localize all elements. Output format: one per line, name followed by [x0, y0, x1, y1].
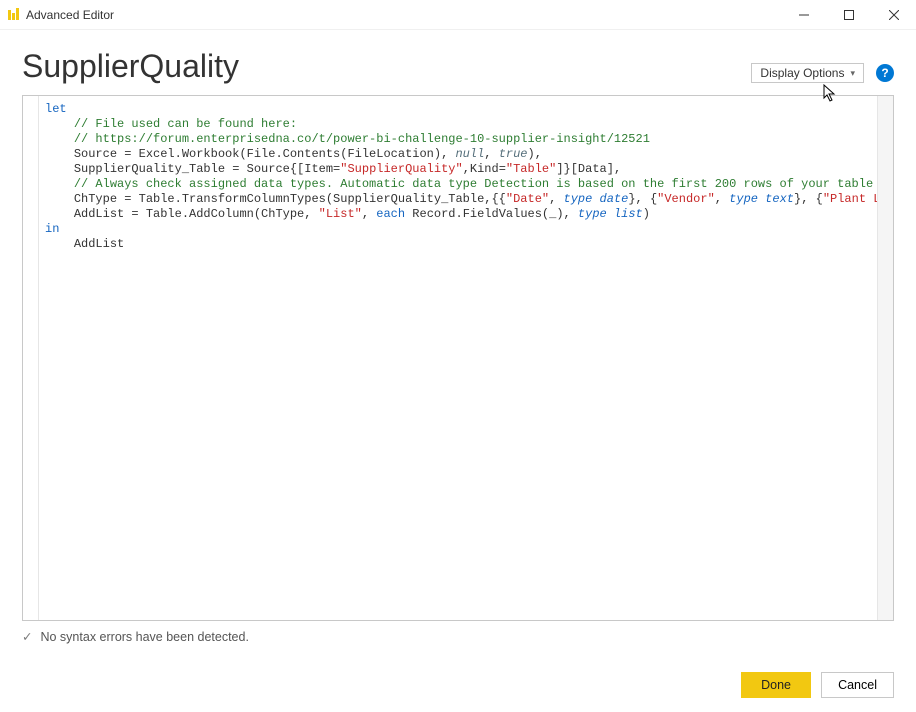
- app-icon: [6, 8, 20, 22]
- window-title: Advanced Editor: [26, 8, 114, 22]
- code-content[interactable]: let // File used can be found here: // h…: [39, 96, 877, 620]
- done-button[interactable]: Done: [741, 672, 811, 698]
- code-editor[interactable]: let // File used can be found here: // h…: [22, 95, 894, 621]
- maximize-button[interactable]: [826, 0, 871, 29]
- line-gutter: [23, 96, 39, 620]
- close-button[interactable]: [871, 0, 916, 29]
- vertical-scrollbar[interactable]: [877, 96, 893, 620]
- display-options-label: Display Options: [760, 66, 844, 80]
- chevron-down-icon: ▾: [850, 68, 855, 79]
- display-options-dropdown[interactable]: Display Options ▾: [751, 63, 864, 83]
- window-controls: [781, 0, 916, 29]
- page-title: SupplierQuality: [22, 48, 239, 85]
- titlebar: Advanced Editor: [0, 0, 916, 30]
- check-icon: ✓: [22, 629, 32, 644]
- footer-buttons: Done Cancel: [741, 672, 894, 698]
- header-toolbar: Display Options ▾ ?: [751, 63, 894, 85]
- help-icon[interactable]: ?: [876, 64, 894, 82]
- cancel-button[interactable]: Cancel: [821, 672, 894, 698]
- header: SupplierQuality Display Options ▾ ?: [0, 30, 916, 95]
- status-bar: ✓ No syntax errors have been detected.: [0, 621, 916, 644]
- status-message: No syntax errors have been detected.: [40, 630, 248, 644]
- minimize-button[interactable]: [781, 0, 826, 29]
